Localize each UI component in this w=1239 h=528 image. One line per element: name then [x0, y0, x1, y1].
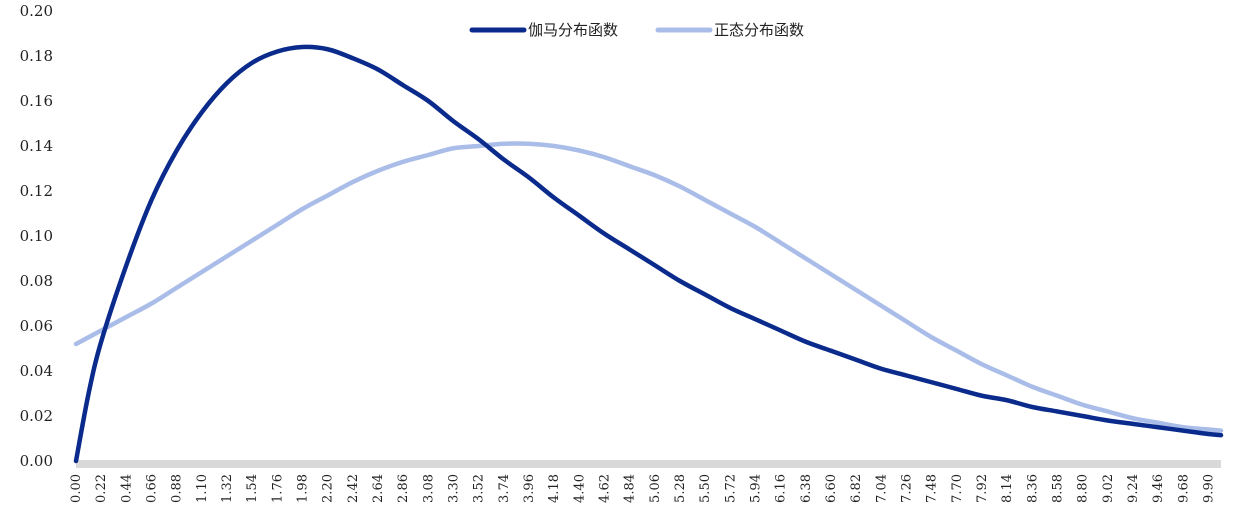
- x-tick-label: 2.86: [396, 474, 411, 503]
- series-line-gamma: [73, 44, 1224, 464]
- x-tick-label: 5.06: [648, 474, 663, 503]
- x-tick-label: 3.74: [497, 474, 512, 503]
- x-tick-label: 4.62: [597, 474, 612, 503]
- x-tick-label: 8.58: [1050, 474, 1065, 503]
- x-tick-label: 2.64: [371, 474, 386, 503]
- x-tick-label: 2.42: [346, 474, 361, 503]
- x-tick-label: 1.10: [195, 474, 210, 503]
- x-tick-label: 2.20: [321, 474, 336, 503]
- x-tick-label: 7.92: [975, 474, 990, 503]
- legend: 伽马分布函数 正态分布函数: [469, 21, 804, 39]
- x-tick-label: 6.16: [774, 474, 789, 503]
- x-tick-label: 6.82: [849, 474, 864, 503]
- y-tick-label: 0.20: [20, 2, 53, 20]
- x-tick-label: 5.28: [673, 474, 688, 503]
- x-tick-label: 1.98: [295, 474, 310, 503]
- y-tick-label: 0.18: [20, 47, 53, 65]
- x-tick-label: 1.76: [270, 474, 285, 503]
- x-tick-label: 8.36: [1025, 474, 1040, 503]
- x-tick-label: 5.94: [748, 474, 763, 503]
- x-tick-label: 0.88: [170, 474, 185, 503]
- x-axis: 0.00 0.22 0.44 0.66 0.88 1.10 1.32 1.54 1.76 1.98…: [69, 460, 1221, 503]
- x-tick-label: 4.18: [547, 474, 562, 503]
- x-tick-label: 3.96: [522, 474, 537, 503]
- x-tick-label: 9.90: [1201, 474, 1216, 503]
- x-tick-label: 8.14: [1000, 474, 1015, 503]
- x-tick-label: 4.84: [623, 474, 638, 503]
- x-tick-label: 6.38: [799, 474, 814, 503]
- x-tick-label: 7.48: [925, 474, 940, 503]
- x-tick-label: 3.52: [472, 474, 487, 503]
- x-tick-label: 5.50: [698, 474, 713, 503]
- y-tick-label: 0.10: [20, 227, 53, 245]
- x-tick-label: 0.66: [144, 474, 159, 503]
- x-tick-label: 1.32: [220, 474, 235, 503]
- legend-label-normal: 正态分布函数: [714, 21, 804, 39]
- x-tick-label: 8.80: [1076, 474, 1091, 503]
- x-tick-label: 5.72: [723, 474, 738, 503]
- x-tick-label: 9.68: [1176, 474, 1191, 503]
- x-tick-label: 9.02: [1101, 474, 1116, 503]
- legend-label-gamma: 伽马分布函数: [528, 21, 618, 39]
- x-tick-label: 0.22: [94, 474, 109, 503]
- x-tick-label: 9.24: [1126, 474, 1141, 503]
- y-axis: 0.00 0.02 0.04 0.06 0.08 0.10 0.12 0.14 0.16 0.18…: [20, 2, 53, 470]
- series-layer: [73, 44, 1224, 464]
- x-tick-label: 0.00: [69, 474, 84, 503]
- x-tick-label: 3.30: [446, 474, 461, 503]
- series-line-normal: [73, 141, 1224, 433]
- y-tick-label: 0.06: [20, 317, 53, 335]
- y-tick-label: 0.16: [20, 92, 53, 110]
- y-tick-label: 0.12: [20, 182, 53, 200]
- x-tick-label: 7.70: [950, 474, 965, 503]
- x-tick-label: 0.44: [119, 474, 134, 503]
- y-tick-label: 0.02: [20, 407, 53, 425]
- y-tick-label: 0.08: [20, 272, 53, 290]
- x-tick-label: 4.40: [572, 474, 587, 503]
- x-tick-label: 1.54: [245, 474, 260, 503]
- y-tick-label: 0.00: [20, 452, 53, 470]
- x-axis-line: [76, 460, 1221, 468]
- x-tick-label: 6.60: [824, 474, 839, 503]
- x-tick-label: 3.08: [421, 474, 436, 503]
- x-tick-label: 7.04: [874, 474, 889, 503]
- x-tick-label: 9.46: [1151, 474, 1166, 503]
- x-tick-label: 7.26: [899, 474, 914, 503]
- y-tick-label: 0.04: [20, 362, 53, 380]
- y-tick-label: 0.14: [20, 137, 53, 155]
